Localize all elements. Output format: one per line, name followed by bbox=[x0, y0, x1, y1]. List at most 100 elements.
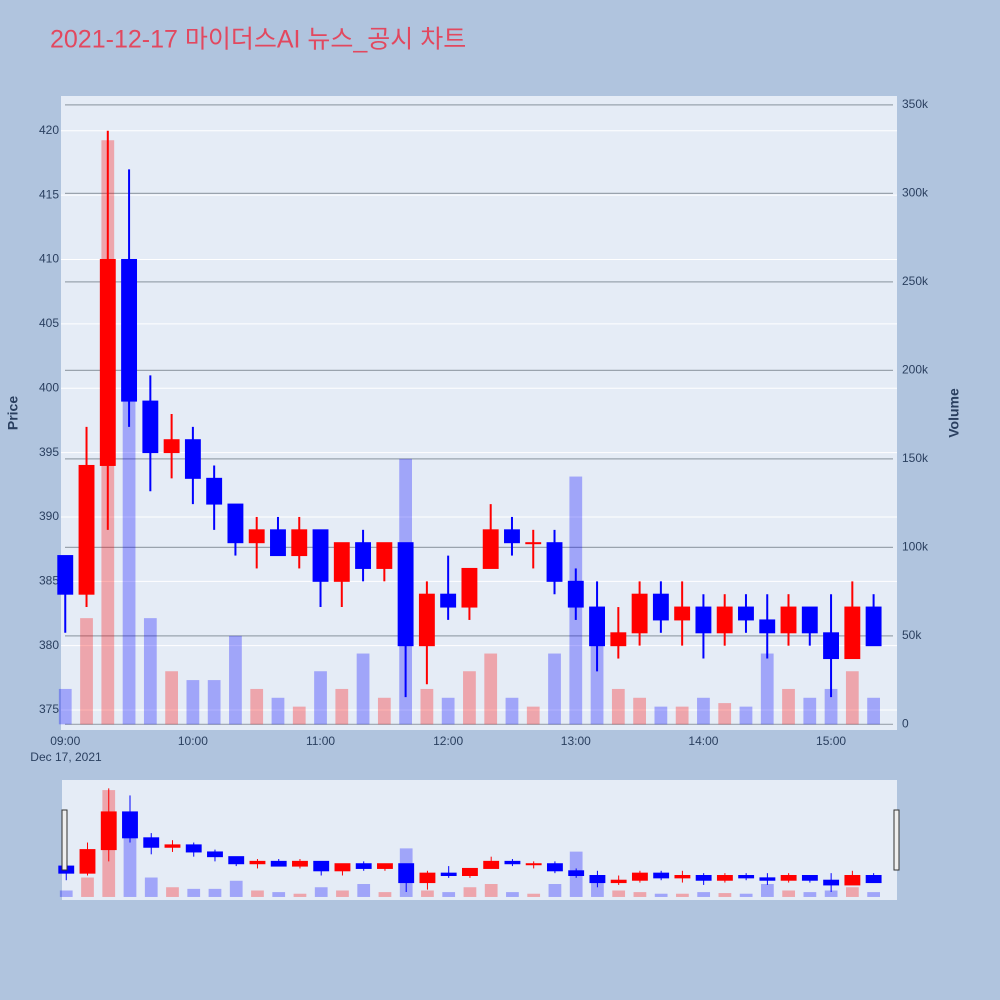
candle-body bbox=[759, 877, 776, 881]
range-slider[interactable] bbox=[62, 780, 897, 900]
candle-body bbox=[333, 542, 350, 582]
candle-body bbox=[546, 863, 563, 872]
candle-body bbox=[568, 870, 585, 877]
candle-body bbox=[142, 400, 159, 454]
candle-body bbox=[483, 860, 500, 869]
candle-body bbox=[823, 879, 840, 886]
volume-bar bbox=[187, 888, 201, 897]
volume-bar bbox=[761, 884, 774, 897]
candle-body bbox=[163, 439, 180, 454]
volume-bar bbox=[867, 892, 881, 897]
volume-bar bbox=[718, 893, 732, 897]
candle-body bbox=[844, 875, 861, 886]
candle-body bbox=[674, 875, 691, 879]
candle-body bbox=[525, 542, 542, 545]
volume-bar bbox=[484, 653, 498, 725]
candle-body bbox=[355, 542, 372, 569]
candle-body bbox=[57, 555, 74, 595]
candle-body bbox=[270, 860, 287, 867]
volume-bar bbox=[845, 671, 859, 725]
candle-body bbox=[504, 529, 520, 544]
candle-body bbox=[652, 593, 669, 621]
volume-bar bbox=[442, 892, 456, 897]
volume-bar bbox=[122, 370, 136, 725]
candle-body bbox=[738, 875, 755, 879]
volume-bar bbox=[80, 618, 93, 725]
candle-body bbox=[780, 606, 797, 634]
volume-bar bbox=[505, 697, 519, 725]
x-tick-label: 11:00 bbox=[306, 734, 335, 748]
volume-bar bbox=[824, 688, 838, 725]
volume-bar bbox=[611, 688, 625, 725]
y2-tick-label: 250k bbox=[902, 274, 929, 288]
candle-body bbox=[143, 837, 160, 848]
candle-body bbox=[248, 529, 265, 544]
y2-tick-label: 150k bbox=[902, 451, 929, 465]
volume-bar bbox=[675, 706, 689, 725]
candle-body bbox=[419, 872, 436, 884]
volume-bar bbox=[81, 877, 94, 897]
volume-bar bbox=[271, 697, 285, 725]
volume-bar bbox=[654, 893, 668, 897]
volume-bar bbox=[824, 890, 838, 897]
candle-body bbox=[122, 811, 138, 839]
candle-body bbox=[738, 606, 754, 621]
y-tick-label: 375 bbox=[39, 702, 59, 716]
volume-bar bbox=[463, 887, 477, 897]
candle-body bbox=[376, 542, 393, 569]
candle-body bbox=[631, 872, 648, 881]
candle-body bbox=[249, 860, 266, 865]
candle-body bbox=[801, 606, 818, 634]
volume-bar bbox=[441, 697, 455, 725]
volume-bar bbox=[654, 706, 668, 725]
range-handle[interactable] bbox=[61, 809, 68, 871]
volume-bar bbox=[591, 882, 604, 897]
y2-tick-label: 0 bbox=[902, 717, 909, 731]
candle-body bbox=[567, 580, 584, 608]
candle-body bbox=[291, 529, 308, 557]
volume-bar bbox=[590, 644, 604, 725]
volume-bar bbox=[484, 884, 498, 897]
volume-bar bbox=[186, 680, 200, 725]
y-tick-label: 415 bbox=[39, 187, 59, 201]
volume-bar bbox=[143, 618, 157, 725]
candle-body bbox=[546, 542, 563, 582]
volume-bar bbox=[846, 887, 859, 897]
volume-bar bbox=[420, 688, 434, 725]
volume-bar bbox=[314, 887, 328, 897]
volume-bar bbox=[867, 697, 880, 725]
x-tick-label: 09:00 bbox=[50, 734, 80, 748]
candle-body bbox=[313, 860, 330, 872]
volume-bar bbox=[314, 671, 327, 725]
candle-body bbox=[610, 879, 627, 884]
volume-bar bbox=[378, 892, 392, 897]
candle-body bbox=[292, 860, 308, 867]
volume-bar bbox=[144, 877, 158, 897]
candle-body bbox=[227, 503, 244, 544]
y-tick-label: 390 bbox=[39, 509, 59, 523]
y2-tick-label: 350k bbox=[902, 97, 929, 111]
candle-body bbox=[653, 872, 670, 879]
candle-body bbox=[99, 258, 116, 466]
candle-body bbox=[440, 872, 457, 877]
y-tick-label: 380 bbox=[39, 638, 59, 652]
candle-body bbox=[100, 811, 117, 851]
range-handle[interactable] bbox=[893, 809, 900, 871]
candle-body bbox=[525, 863, 542, 866]
candle-body bbox=[206, 477, 223, 505]
y-tick-label: 405 bbox=[39, 316, 59, 330]
candle-body bbox=[461, 567, 478, 608]
x-tick-label: 14:00 bbox=[688, 734, 718, 748]
y-tick-label: 420 bbox=[39, 123, 59, 137]
candle-body bbox=[589, 875, 606, 884]
candle-body bbox=[801, 875, 818, 881]
volume-bar bbox=[335, 688, 349, 725]
candle-body bbox=[482, 529, 499, 569]
volume-bar bbox=[229, 635, 242, 725]
volume-bar bbox=[612, 890, 626, 897]
x-tick-label: 12:00 bbox=[433, 734, 463, 748]
candle-body bbox=[823, 632, 840, 660]
candle-body bbox=[312, 529, 329, 582]
volume-bar bbox=[506, 892, 519, 897]
volume-bar bbox=[421, 890, 434, 897]
